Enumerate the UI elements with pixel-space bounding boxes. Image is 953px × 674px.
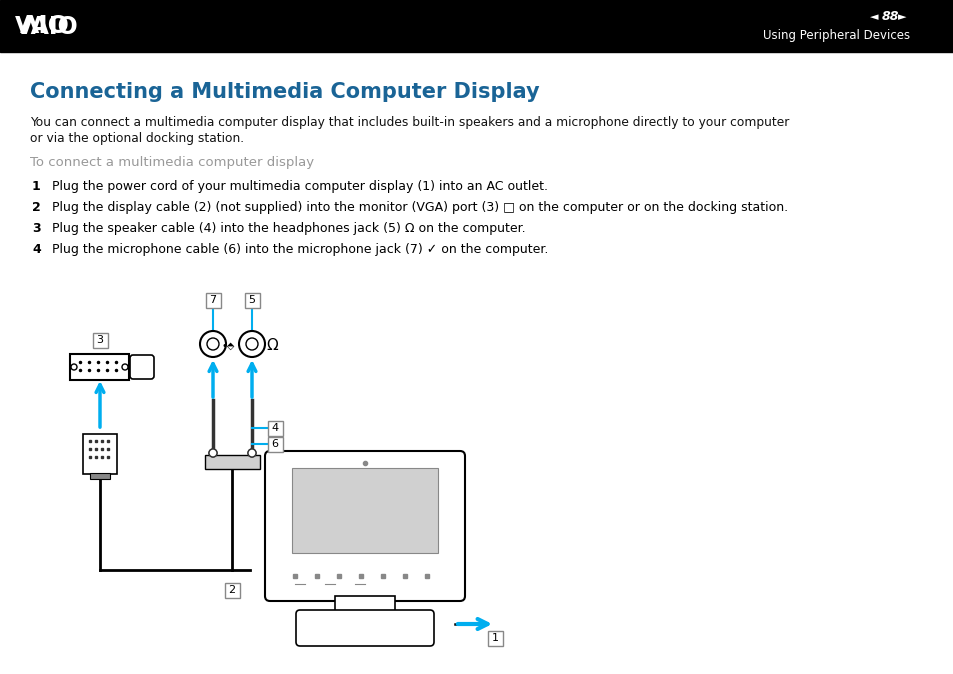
Text: •⬘: •⬘ [221, 341, 234, 351]
Text: Connecting a Multimedia Computer Display: Connecting a Multimedia Computer Display [30, 82, 539, 102]
Text: ►: ► [897, 12, 905, 22]
Text: 1: 1 [491, 633, 498, 643]
Text: 6: 6 [272, 439, 278, 449]
Bar [292, 468, 437, 553]
Circle shape [239, 331, 265, 357]
FancyBboxPatch shape [130, 355, 153, 379]
Bar [335, 596, 395, 614]
Text: 2: 2 [32, 201, 41, 214]
FancyBboxPatch shape [83, 434, 117, 474]
FancyBboxPatch shape [70, 354, 129, 380]
Text: or via the optional docking station.: or via the optional docking station. [30, 132, 244, 145]
Bar [245, 293, 260, 308]
FancyBboxPatch shape [265, 451, 464, 601]
Text: You can connect a multimedia computer display that includes built-in speakers an: You can connect a multimedia computer di… [30, 116, 788, 129]
Text: Using Peripheral Devices: Using Peripheral Devices [762, 30, 909, 42]
Text: ◄: ◄ [869, 12, 878, 22]
Circle shape [248, 449, 255, 457]
Circle shape [200, 331, 226, 357]
Bar [268, 421, 283, 436]
Text: ΛIO: ΛIO [20, 14, 70, 38]
Bar [205, 455, 260, 469]
Text: Plug the display cable (2) (not supplied) into the monitor (VGA) port (3) □ on t: Plug the display cable (2) (not supplied… [52, 201, 787, 214]
Text: Plug the power cord of your multimedia computer display (1) into an AC outlet.: Plug the power cord of your multimedia c… [52, 180, 547, 193]
Circle shape [248, 449, 255, 457]
Bar [90, 473, 110, 479]
Text: VAIO: VAIO [15, 15, 79, 39]
Circle shape [246, 338, 257, 350]
Text: 3: 3 [96, 335, 103, 345]
Text: To connect a multimedia computer display: To connect a multimedia computer display [30, 156, 314, 169]
Circle shape [209, 449, 216, 457]
Text: 88: 88 [882, 11, 899, 24]
Text: 3: 3 [32, 222, 41, 235]
Bar [0, 0, 953, 52]
Bar [92, 333, 108, 348]
FancyBboxPatch shape [295, 610, 434, 646]
Text: 5: 5 [248, 295, 255, 305]
Text: Plug the microphone cable (6) into the microphone jack (7) ✓ on the computer.: Plug the microphone cable (6) into the m… [52, 243, 548, 256]
Circle shape [207, 338, 219, 350]
Text: 4: 4 [272, 423, 278, 433]
Bar [488, 631, 502, 646]
Text: Plug the speaker cable (4) into the headphones jack (5) Ω on the computer.: Plug the speaker cable (4) into the head… [52, 222, 525, 235]
Text: 4: 4 [32, 243, 41, 256]
Bar [225, 583, 240, 598]
Text: 2: 2 [228, 585, 235, 595]
Bar [206, 293, 221, 308]
Circle shape [209, 449, 216, 457]
Text: 1: 1 [32, 180, 41, 193]
Circle shape [71, 364, 77, 370]
Bar [268, 437, 283, 452]
Text: Ω: Ω [266, 338, 277, 353]
Circle shape [122, 364, 128, 370]
Text: 7: 7 [210, 295, 216, 305]
